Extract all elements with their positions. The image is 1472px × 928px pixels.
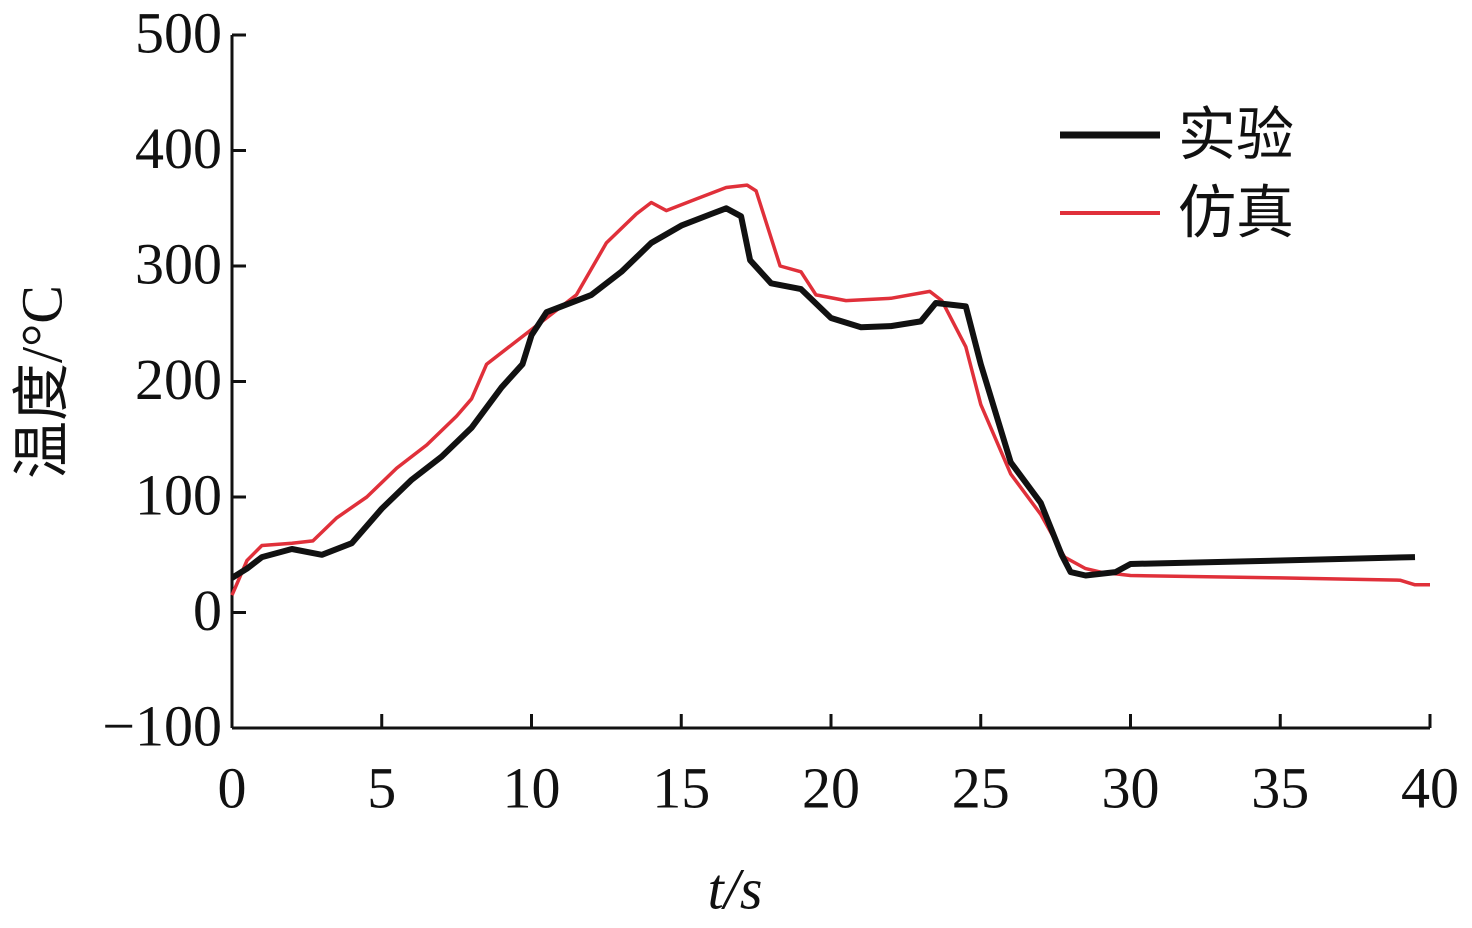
legend-label: 仿真 — [1178, 180, 1294, 245]
y-tick-label: 0 — [193, 578, 222, 643]
x-tick-label: 0 — [218, 755, 247, 820]
legend-label: 实验 — [1178, 102, 1294, 167]
x-axis-label: t/s — [708, 856, 763, 921]
y-tick-label: −100 — [102, 693, 222, 758]
x-tick-label: 10 — [503, 755, 561, 820]
data-line — [230, 205, 1416, 581]
x-tick-label: 40 — [1401, 755, 1459, 820]
x-tick-label: 30 — [1102, 755, 1160, 820]
x-tick-label: 15 — [652, 755, 710, 820]
y-tick-label: 300 — [135, 231, 222, 296]
y-tick-label: 500 — [135, 0, 222, 65]
x-tick-label: 25 — [952, 755, 1010, 820]
x-tick-label: 5 — [367, 755, 396, 820]
y-axis-label: 温度/°C — [9, 285, 74, 479]
y-tick-label: 400 — [135, 116, 222, 181]
x-tick-label: 35 — [1251, 755, 1309, 820]
y-tick-label: 100 — [135, 462, 222, 527]
data-line — [230, 183, 1430, 596]
y-tick-label: 200 — [135, 347, 222, 412]
x-tick-label: 20 — [802, 755, 860, 820]
